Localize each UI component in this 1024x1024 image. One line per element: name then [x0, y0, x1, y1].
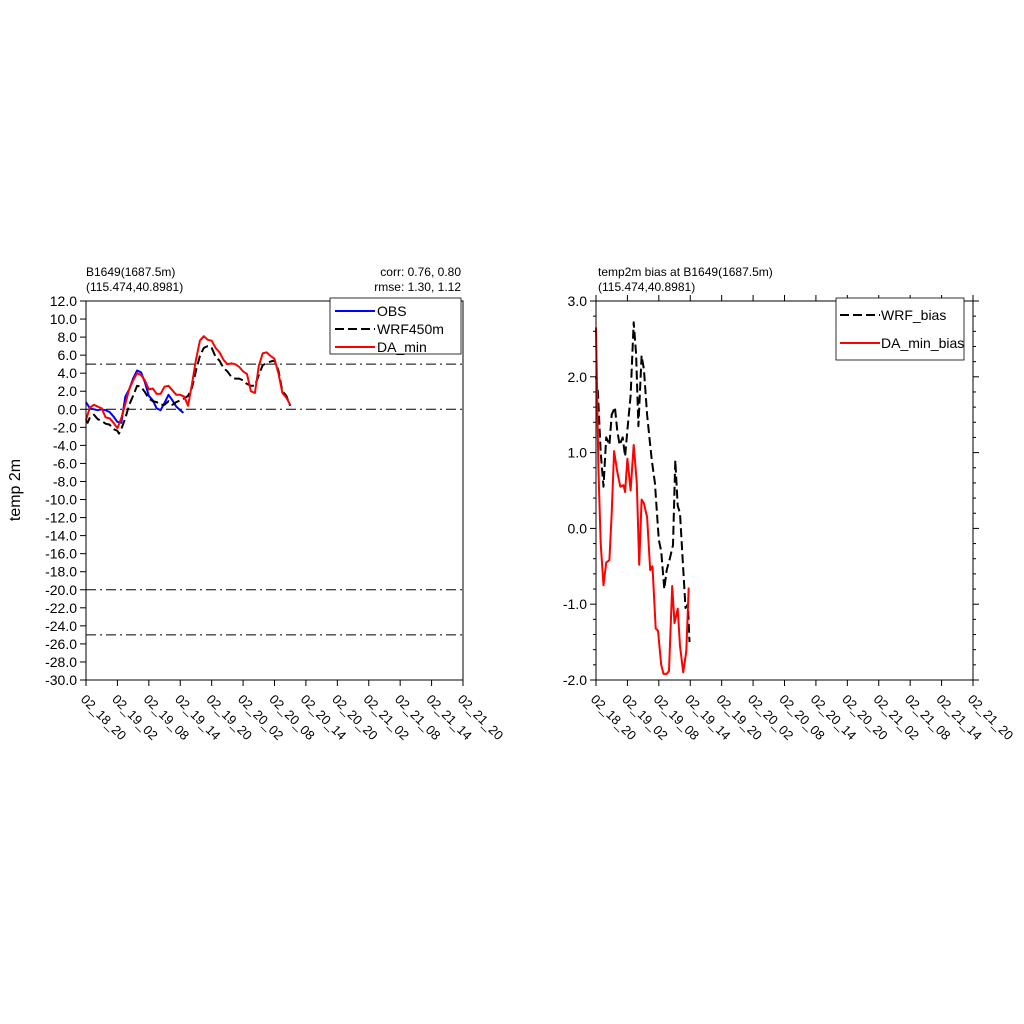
x-tick-labels: 02_18_2002_19_0202_19_0802_19_1402_19_20… [588, 692, 1017, 744]
rmse-stat-text: rmse: 1.30, 1.12 [374, 280, 461, 294]
series-layer [595, 321, 691, 675]
y-tick-label: -1.0 [563, 596, 587, 612]
y-tick-label: -20.0 [45, 582, 77, 598]
y-tick-label: -6.0 [53, 455, 77, 471]
legend: OBS WRF450m DA_min [329, 297, 462, 355]
legend-label: OBS [377, 303, 407, 319]
reference-lines [86, 363, 463, 636]
temp2m-timeseries-chart: 12.0 10.0 8.0 6.0 4.0 2.0 0.0 -2.0 -4.0 -6.0 -8.0 -… [7, 265, 506, 743]
y-tick-label: -22.0 [45, 600, 77, 616]
y-tick-label: -26.0 [45, 636, 77, 652]
y-tick-label: 6.0 [58, 347, 78, 363]
y-tick-label: -2.0 [53, 419, 77, 435]
chart-title-coordinates: (115.474,40.8981) [86, 280, 183, 294]
y-tick-label: 3.0 [568, 293, 588, 309]
y-tick-label: -16.0 [45, 546, 77, 562]
x-tick-labels: 02_18_2002_19_0202_19_0802_19_1402_19_20… [78, 692, 507, 744]
y-axis-label: temp 2m [7, 459, 24, 521]
y-tick-label: -2.0 [563, 672, 587, 688]
series-line-da-min [85, 335, 292, 430]
y-tick-label: 2.0 [58, 383, 78, 399]
y-tick-label: 8.0 [58, 329, 78, 345]
series-line-da-min-bias [595, 327, 690, 675]
y-tick-label: -24.0 [45, 618, 77, 634]
axis-ticks [590, 295, 979, 686]
y-tick-label: -14.0 [45, 528, 77, 544]
y-tick-label: 0.0 [568, 520, 588, 536]
corr-stat-text: corr: 0.76, 0.80 [380, 265, 461, 279]
chart-title-station: B1649(1687.5m) [86, 265, 175, 279]
y-tick-label: -30.0 [45, 672, 77, 688]
legend: WRF_bias DA_min_bias [835, 297, 965, 361]
legend-label: WRF450m [377, 321, 444, 337]
y-tick-label: -12.0 [45, 510, 77, 526]
axis-ticks [80, 300, 464, 686]
y-tick-label: 1.0 [568, 445, 588, 461]
series-layer [85, 335, 292, 435]
y-tick-label: 0.0 [58, 401, 78, 417]
y-tick-labels: 3.0 2.0 1.0 0.0 -1.0 -2.0 [563, 293, 587, 688]
series-line-wrf-bias [595, 321, 691, 643]
y-tick-labels: 12.0 10.0 8.0 6.0 4.0 2.0 0.0 -2.0 -4.0 -6.0 -8.0 -… [45, 293, 77, 688]
chart-title-bias: temp2m bias at B1649(1687.5m) [598, 265, 773, 279]
legend-label: DA_min_bias [881, 335, 964, 351]
chart-title-coordinates: (115.474,40.8981) [598, 280, 695, 294]
y-tick-label: -18.0 [45, 564, 77, 580]
y-tick-label: 2.0 [568, 369, 588, 385]
legend-box [329, 297, 462, 355]
y-tick-label: -28.0 [45, 654, 77, 670]
legend-label: WRF_bias [881, 307, 946, 323]
y-tick-label: -4.0 [53, 437, 77, 453]
legend-label: DA_min [377, 339, 427, 355]
y-tick-label: -8.0 [53, 473, 77, 489]
y-tick-label: 4.0 [58, 365, 78, 381]
y-tick-label: 10.0 [50, 311, 77, 327]
legend-box [835, 297, 965, 361]
temp2m-bias-chart: 3.0 2.0 1.0 0.0 -1.0 -2.0 02_18_2002_19_0202_… [563, 265, 1017, 743]
y-tick-label: -10.0 [45, 492, 77, 508]
y-tick-label: 12.0 [50, 293, 77, 309]
